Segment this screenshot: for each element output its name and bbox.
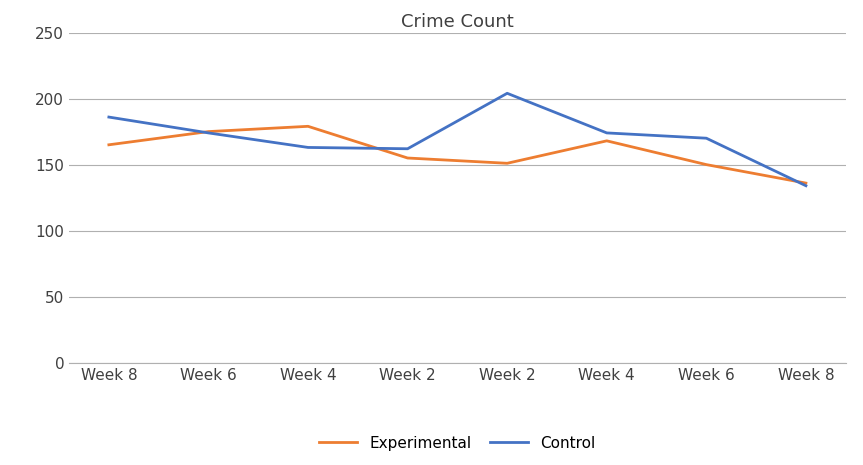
Control (204, 130, 214, 136)
Control (801, 183, 811, 188)
Control (402, 146, 413, 152)
Control (602, 130, 612, 136)
Control (303, 145, 313, 150)
Experimental (701, 162, 711, 167)
Experimental (204, 129, 214, 134)
Control (701, 135, 711, 141)
Line: Experimental: Experimental (109, 126, 806, 183)
Line: Control: Control (109, 93, 806, 186)
Experimental (303, 124, 313, 129)
Experimental (402, 155, 413, 161)
Control (502, 91, 513, 96)
Experimental (104, 142, 114, 147)
Experimental (602, 138, 612, 144)
Experimental (502, 160, 513, 166)
Control (104, 114, 114, 120)
Title: Crime Count: Crime Count (401, 13, 513, 31)
Experimental (801, 180, 811, 186)
Legend: Experimental, Control: Experimental, Control (313, 430, 602, 457)
